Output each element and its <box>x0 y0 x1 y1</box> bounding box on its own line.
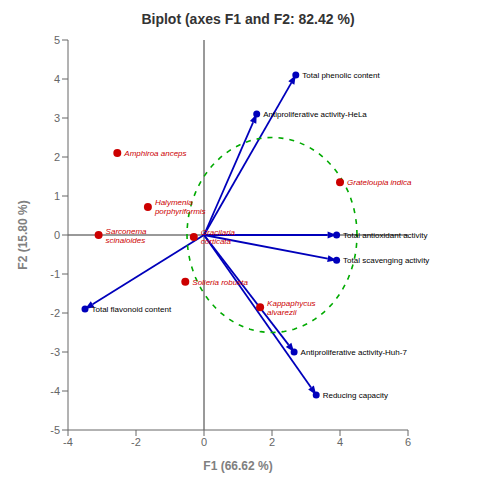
svg-text:Total flavonoid content: Total flavonoid content <box>92 305 172 314</box>
svg-text:F2 (15.80 %): F2 (15.80 %) <box>16 200 30 269</box>
svg-text:Amphiroa anceps: Amphiroa anceps <box>123 149 186 158</box>
svg-text:Gracilariacorticata: Gracilariacorticata <box>201 228 236 246</box>
svg-text:-2: -2 <box>131 436 141 448</box>
svg-text:Reducing capacity: Reducing capacity <box>323 391 388 400</box>
svg-text:Total phenolic content: Total phenolic content <box>302 71 380 80</box>
svg-text:1: 1 <box>54 190 60 202</box>
svg-text:Sarconemascinaioides: Sarconemascinaioides <box>106 227 147 245</box>
svg-text:-5: -5 <box>50 424 60 436</box>
svg-text:Antiproliferative activity-Huh: Antiproliferative activity-Huh-7 <box>301 348 408 357</box>
html-text:Biplot (axes F1 and F2: 82.42: Biplot (axes F1 and F2: 82.42 %) <box>141 11 355 27</box>
svg-text:F1 (66.62 %): F1 (66.62 %) <box>203 459 272 473</box>
svg-text:0: 0 <box>201 436 207 448</box>
svg-text:-4: -4 <box>63 436 73 448</box>
svg-text:4: 4 <box>337 436 343 448</box>
svg-text:Grateloupia indica: Grateloupia indica <box>347 178 412 187</box>
svg-text:5: 5 <box>54 34 60 46</box>
svg-text:Total antioxidant activity: Total antioxidant activity <box>343 231 428 240</box>
svg-text:0: 0 <box>54 229 60 241</box>
svg-text:4: 4 <box>54 73 60 85</box>
svg-text:2: 2 <box>54 151 60 163</box>
svg-text:-4: -4 <box>50 385 60 397</box>
svg-text:Total scavenging activity: Total scavenging activity <box>343 256 429 265</box>
svg-text:-1: -1 <box>50 268 60 280</box>
svg-text:-3: -3 <box>50 346 60 358</box>
svg-text:-2: -2 <box>50 307 60 319</box>
svg-text:2: 2 <box>269 436 275 448</box>
svg-text:Antiproliferative activity-HeL: Antiproliferative activity-HeLa <box>263 110 367 119</box>
svg-text:6: 6 <box>405 436 411 448</box>
svg-text:Solieria robusta: Solieria robusta <box>192 278 248 287</box>
svg-text:Kappaphycusalvarezii: Kappaphycusalvarezii <box>267 299 315 317</box>
svg-text:3: 3 <box>54 112 60 124</box>
svg-text:Halymeniaporphyriformis: Halymeniaporphyriformis <box>154 198 206 216</box>
